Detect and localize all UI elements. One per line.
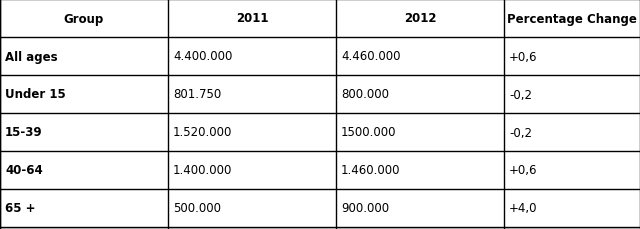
Text: -0,2: -0,2 xyxy=(509,126,532,139)
Text: Group: Group xyxy=(64,12,104,25)
Text: 15-39: 15-39 xyxy=(5,126,43,139)
Text: 2012: 2012 xyxy=(404,12,436,25)
Text: 1.400.000: 1.400.000 xyxy=(173,164,232,177)
Text: All ages: All ages xyxy=(5,50,58,63)
Text: 900.000: 900.000 xyxy=(341,202,389,215)
Text: +4,0: +4,0 xyxy=(509,202,538,215)
Text: 4.460.000: 4.460.000 xyxy=(341,50,401,63)
Text: 1500.000: 1500.000 xyxy=(341,126,397,139)
Text: Percentage Change: Percentage Change xyxy=(507,12,637,25)
Text: 801.750: 801.750 xyxy=(173,88,221,101)
Text: 800.000: 800.000 xyxy=(341,88,389,101)
Text: -0,2: -0,2 xyxy=(509,88,532,101)
Text: 65 +: 65 + xyxy=(5,202,35,215)
Text: 1.460.000: 1.460.000 xyxy=(341,164,401,177)
Text: 1.520.000: 1.520.000 xyxy=(173,126,232,139)
Text: 500.000: 500.000 xyxy=(173,202,221,215)
Text: +0,6: +0,6 xyxy=(509,50,538,63)
Text: Under 15: Under 15 xyxy=(5,88,66,101)
Text: +0,6: +0,6 xyxy=(509,164,538,177)
Text: 40-64: 40-64 xyxy=(5,164,43,177)
Text: 4.400.000: 4.400.000 xyxy=(173,50,232,63)
Text: 2011: 2011 xyxy=(236,12,268,25)
